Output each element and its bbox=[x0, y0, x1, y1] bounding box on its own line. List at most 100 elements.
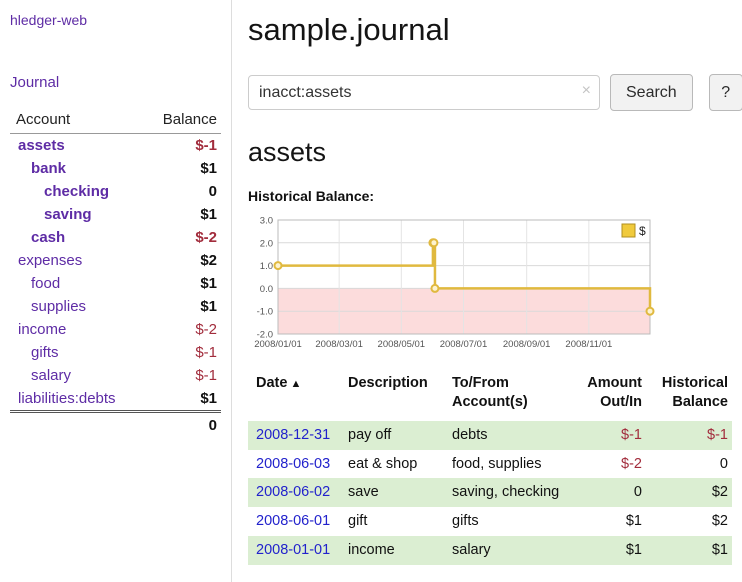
sidebar-account-saving[interactable]: saving bbox=[44, 206, 92, 223]
help-button[interactable]: ? bbox=[708, 74, 742, 111]
legend-swatch bbox=[621, 223, 636, 238]
search-box: × bbox=[248, 75, 600, 110]
account-balance: $-1 bbox=[195, 344, 217, 361]
transaction-date-link[interactable]: 2008-06-03 bbox=[256, 455, 331, 472]
sidebar-account-bank[interactable]: bank bbox=[31, 160, 67, 177]
search-bar: × Search ? bbox=[248, 74, 742, 111]
register-balance-cell: $2 bbox=[711, 513, 728, 530]
svg-text:$: $ bbox=[639, 224, 646, 238]
svg-text:2008/09/01: 2008/09/01 bbox=[503, 339, 551, 350]
svg-text:-2.0: -2.0 bbox=[257, 330, 273, 341]
account-name-cell: saving bbox=[10, 203, 142, 226]
sidebar-account-gifts[interactable]: gifts bbox=[31, 344, 59, 361]
account-balance: $1 bbox=[200, 275, 217, 292]
register-header-to-from: To/From Account(s) bbox=[452, 375, 528, 410]
register-row: 2008-06-03 eat & shop food, supplies $-2 0 bbox=[248, 450, 732, 479]
register-table: Date ▲ Description To/From Account(s) Amount… bbox=[248, 372, 732, 565]
accounts-header-row: Account Balance bbox=[10, 107, 221, 134]
register-header-row: Date ▲ Description To/From Account(s) Amount… bbox=[248, 372, 732, 421]
account-row: income $-2 bbox=[10, 318, 221, 341]
sidebar-account-cash[interactable]: cash bbox=[31, 229, 66, 246]
search-input[interactable] bbox=[248, 75, 600, 110]
svg-text:2008/01/01: 2008/01/01 bbox=[254, 339, 302, 350]
register-balance-cell: $-1 bbox=[707, 426, 728, 443]
account-name-cell: food bbox=[10, 272, 142, 295]
main-content: sample.journal × Search ? assets Histori… bbox=[232, 0, 742, 582]
register-amount-cell: $1 bbox=[625, 513, 642, 530]
sidebar-account-income[interactable]: income bbox=[18, 321, 67, 338]
register-accounts-cell: debts bbox=[452, 426, 488, 443]
register-row: 2008-12-31 pay off debts $-1 $-1 bbox=[248, 420, 732, 450]
transaction-date-link[interactable]: 2008-06-01 bbox=[256, 513, 331, 530]
register-row: 2008-01-01 income salary $1 $1 bbox=[248, 536, 732, 565]
accounts-total-row: 0 bbox=[10, 410, 221, 438]
svg-text:-1.0: -1.0 bbox=[257, 307, 273, 318]
search-button[interactable]: Search bbox=[610, 74, 693, 111]
register-date-cell: 2008-06-02 bbox=[248, 478, 348, 507]
register-description-cell: gift bbox=[348, 513, 368, 530]
register-amount-cell: $-2 bbox=[621, 455, 642, 472]
sidebar-account-liabilities-debts[interactable]: liabilities:debts bbox=[18, 390, 116, 407]
register-amount-cell: $-1 bbox=[621, 426, 642, 443]
app-title-link[interactable]: hledger-web bbox=[10, 12, 88, 28]
register-date-cell: 2008-12-31 bbox=[248, 421, 348, 450]
account-name-cell: checking bbox=[10, 180, 142, 203]
register-date-cell: 2008-06-03 bbox=[248, 450, 348, 479]
account-name-cell: supplies bbox=[10, 295, 142, 318]
sidebar-account-salary[interactable]: salary bbox=[31, 367, 72, 384]
account-name-cell: gifts bbox=[10, 341, 142, 364]
register-balance-cell: $2 bbox=[711, 484, 728, 501]
account-name-cell: liabilities:debts bbox=[10, 387, 142, 412]
register-header-amount: Amount Out/In bbox=[587, 375, 642, 410]
account-row: liabilities:debts $1 bbox=[10, 387, 221, 412]
svg-text:2008/03/01: 2008/03/01 bbox=[315, 339, 363, 350]
register-description-cell: eat & shop bbox=[348, 455, 418, 472]
register-accounts-cell: food, supplies bbox=[452, 455, 542, 472]
account-row: checking 0 bbox=[10, 180, 221, 203]
accounts-total-value: 0 bbox=[10, 410, 221, 438]
account-row: food $1 bbox=[10, 272, 221, 295]
page-title: sample.journal bbox=[248, 12, 450, 47]
account-name-cell: expenses bbox=[10, 249, 142, 272]
account-name-cell: cash bbox=[10, 226, 142, 249]
account-name-cell: bank bbox=[10, 157, 142, 180]
sidebar-account-assets[interactable]: assets bbox=[18, 137, 65, 154]
account-balance: $1 bbox=[200, 390, 217, 407]
register-header-date[interactable]: Date ▲ bbox=[256, 375, 302, 391]
transaction-date-link[interactable]: 2008-12-31 bbox=[256, 426, 331, 443]
sort-ascending-icon: ▲ bbox=[287, 378, 302, 390]
account-row: supplies $1 bbox=[10, 295, 221, 318]
sidebar-account-supplies[interactable]: supplies bbox=[31, 298, 87, 315]
account-name-cell: salary bbox=[10, 364, 142, 387]
register-amount-cell: $1 bbox=[625, 542, 642, 559]
accounts-table: Account Balance assets $-1 bank $1 checking 0… bbox=[10, 107, 221, 438]
svg-text:2008/11/01: 2008/11/01 bbox=[565, 339, 612, 350]
account-heading: assets bbox=[248, 137, 327, 167]
account-balance: $-2 bbox=[195, 229, 217, 246]
sidebar-item-journal[interactable]: Journal bbox=[10, 74, 60, 91]
account-balance: $2 bbox=[200, 252, 217, 269]
sidebar-account-food[interactable]: food bbox=[31, 275, 61, 292]
sidebar-account-expenses[interactable]: expenses bbox=[18, 252, 83, 269]
clear-search-icon[interactable]: × bbox=[581, 82, 591, 99]
account-balance: $1 bbox=[200, 160, 217, 177]
register-description-cell: pay off bbox=[348, 426, 392, 443]
account-row: assets $-1 bbox=[10, 134, 221, 158]
register-amount-cell: 0 bbox=[633, 484, 642, 501]
chart-title: Historical Balance: bbox=[248, 188, 375, 204]
account-balance: 0 bbox=[208, 183, 217, 200]
transaction-date-link[interactable]: 2008-01-01 bbox=[256, 542, 331, 559]
transaction-date-link[interactable]: 2008-06-02 bbox=[256, 484, 331, 501]
account-row: salary $-1 bbox=[10, 364, 221, 387]
register-description-cell: income bbox=[348, 542, 395, 559]
account-row: saving $1 bbox=[10, 203, 221, 226]
account-name-cell: income bbox=[10, 318, 142, 341]
account-balance: $-2 bbox=[195, 321, 217, 338]
svg-text:2008/05/01: 2008/05/01 bbox=[378, 339, 426, 350]
sidebar-account-checking[interactable]: checking bbox=[44, 183, 110, 200]
accounts-header-balance: Balance bbox=[142, 107, 221, 134]
register-date-cell: 2008-01-01 bbox=[248, 536, 348, 565]
sidebar: hledger-web Journal Account Balance asse… bbox=[0, 0, 232, 582]
register-balance-cell: 0 bbox=[719, 455, 728, 472]
